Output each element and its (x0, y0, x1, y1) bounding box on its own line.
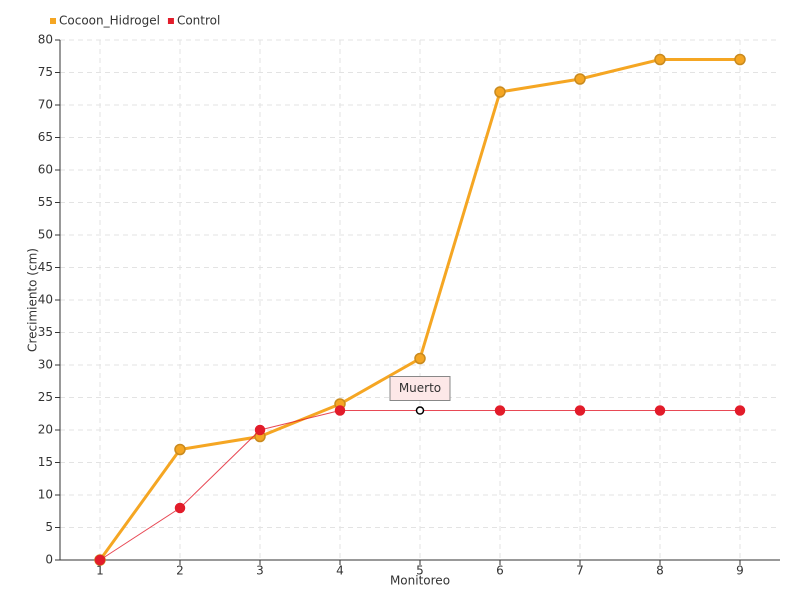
legend-swatch (167, 18, 174, 24)
x-tick-label: 1 (96, 564, 104, 578)
legend-label: Cocoon_Hidrogel (59, 14, 160, 28)
data-point (734, 53, 746, 66)
y-tick-label: 65 (38, 130, 53, 144)
y-axis-label: Crecimiento (cm) (26, 248, 40, 352)
data-point (334, 405, 346, 416)
legend-label: Control (177, 14, 220, 28)
data-point (574, 405, 586, 416)
x-tick-label: 6 (496, 564, 504, 578)
y-tick-label: 10 (38, 488, 53, 502)
y-tick-label: 35 (38, 325, 53, 339)
x-tick-label: 7 (576, 564, 584, 578)
y-tick-label: 40 (38, 293, 53, 307)
y-tick-label: 15 (38, 455, 53, 469)
x-tick-label: 4 (336, 564, 344, 578)
legend-swatch (50, 18, 56, 24)
data-point (494, 86, 506, 98)
data-point (734, 405, 746, 416)
y-tick-label: 75 (38, 65, 53, 79)
x-tick-label: 5 (416, 564, 424, 578)
y-tick-label: 60 (38, 163, 53, 177)
data-point (494, 405, 506, 416)
y-tick-label: 45 (38, 260, 53, 274)
y-tick-label: 70 (38, 98, 53, 112)
x-tick-label: 3 (256, 564, 264, 578)
data-point (254, 424, 266, 436)
data-point (174, 502, 186, 514)
x-axis-label: Monitoreo (390, 574, 450, 588)
data-point (414, 352, 426, 365)
x-tick-label: 9 (736, 564, 744, 578)
y-tick-label: 20 (38, 423, 53, 437)
data-point (654, 53, 666, 66)
y-tick-label: 25 (38, 390, 53, 404)
data-point (174, 443, 186, 456)
y-tick-label: 55 (38, 195, 53, 209)
x-tick-label: 2 (176, 564, 184, 578)
annotation: Muerto (399, 381, 441, 395)
annotation-box (389, 376, 451, 401)
y-tick-label: 30 (38, 358, 53, 372)
data-point (654, 405, 666, 416)
data-point (574, 73, 586, 85)
data-point (415, 406, 425, 415)
y-tick-label: 5 (45, 520, 53, 534)
y-tick-label: 50 (38, 228, 53, 242)
y-tick-label: 80 (38, 33, 53, 47)
data-point (94, 554, 106, 566)
x-tick-label: 8 (656, 564, 664, 578)
y-tick-label: 0 (45, 553, 53, 567)
